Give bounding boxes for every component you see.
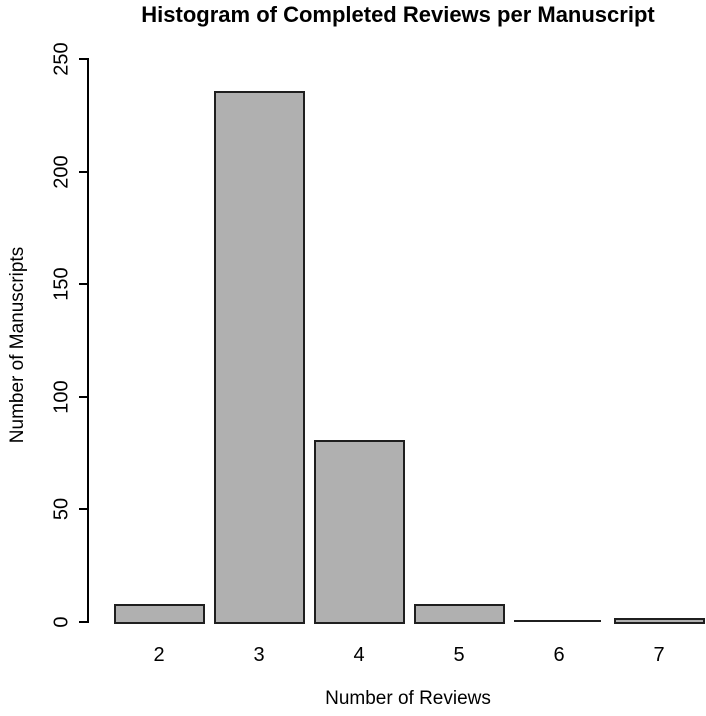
bar-6 bbox=[513, 619, 601, 622]
x-cat-label-5: 5 bbox=[453, 644, 465, 666]
y-tick bbox=[79, 170, 88, 173]
y-tick bbox=[79, 508, 88, 510]
x-cat-label-2: 2 bbox=[153, 644, 165, 666]
bar-3 bbox=[213, 90, 305, 624]
x-cat-label-3: 3 bbox=[253, 644, 265, 666]
y-tick-label: 100 bbox=[50, 379, 73, 414]
x-axis-title: Number of Reviews bbox=[325, 688, 491, 709]
bar-5 bbox=[413, 603, 505, 624]
y-tick-label: 200 bbox=[50, 154, 73, 189]
y-tick-label: 150 bbox=[50, 267, 73, 301]
bar-2 bbox=[113, 603, 205, 624]
chart-title: Histogram of Completed Reviews per Manus… bbox=[141, 2, 655, 27]
y-tick-label: 50 bbox=[50, 497, 73, 521]
y-tick bbox=[79, 395, 88, 398]
bar-7 bbox=[613, 617, 705, 624]
y-tick bbox=[79, 283, 88, 285]
y-tick-label: 250 bbox=[50, 42, 73, 76]
y-tick bbox=[79, 620, 88, 623]
y-tick-label: 0 bbox=[50, 615, 73, 628]
y-axis-line bbox=[87, 58, 89, 623]
y-axis-title: Number of Manuscripts bbox=[7, 246, 28, 444]
x-cat-label-7: 7 bbox=[653, 644, 665, 666]
x-cat-label-4: 4 bbox=[353, 644, 365, 666]
bar-4 bbox=[313, 439, 405, 624]
x-cat-label-6: 6 bbox=[553, 644, 565, 666]
y-tick bbox=[79, 58, 88, 60]
